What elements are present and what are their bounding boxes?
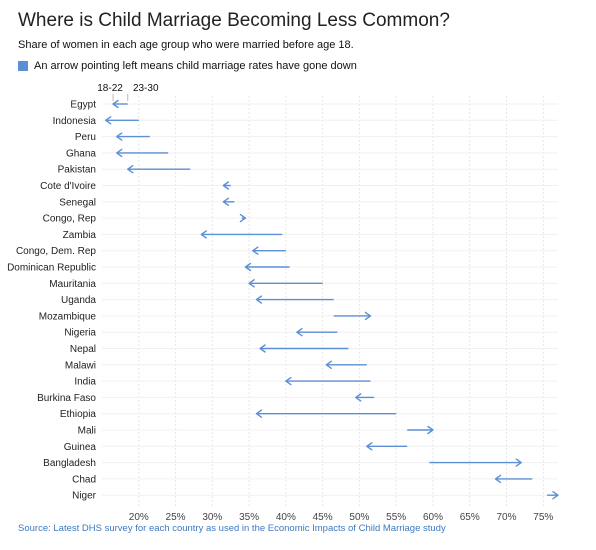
category-label: Nigeria	[64, 328, 96, 339]
arrow-head	[127, 164, 134, 174]
category-label: Peru	[75, 132, 96, 143]
arrow-head	[255, 295, 263, 304]
arrow-head	[355, 393, 362, 402]
category-label: Mali	[78, 426, 96, 437]
category-label: Bangladesh	[43, 458, 96, 469]
arrow-head	[427, 425, 434, 435]
x-tick-label: 55%	[386, 512, 406, 520]
arrow-head	[325, 360, 333, 369]
x-tick-label: 35%	[239, 512, 259, 520]
category-label: Nepal	[70, 344, 96, 355]
category-label: Dominican Republic	[7, 263, 96, 274]
x-tick-label: 25%	[166, 512, 186, 520]
category-label: Egypt	[70, 100, 96, 111]
category-label: Congo, Dem. Rep	[16, 246, 96, 257]
category-label: Mauritania	[49, 279, 96, 290]
arrow-head	[222, 181, 230, 190]
category-label: Chad	[72, 474, 96, 485]
page-subtitle: Share of women in each age group who wer…	[18, 39, 354, 51]
category-label: Senegal	[59, 197, 96, 208]
category-label: Congo, Rep	[43, 214, 97, 225]
x-tick-label: 65%	[460, 512, 480, 520]
category-label: Burkina Faso	[37, 393, 96, 404]
x-tick-label: 20%	[129, 512, 149, 520]
legend-swatch	[18, 61, 28, 71]
annotation-23-30: 23-30	[133, 83, 159, 94]
x-tick-label: 60%	[423, 512, 443, 520]
arrow-head	[494, 474, 502, 484]
x-tick-label: 50%	[349, 512, 369, 520]
category-label: Guinea	[64, 442, 97, 453]
arrow-head	[239, 213, 247, 223]
arrow-head	[296, 328, 303, 337]
arrow-head	[255, 409, 263, 418]
arrow-head	[515, 458, 522, 467]
arrow-head	[116, 148, 123, 158]
x-tick-label: 40%	[276, 512, 296, 520]
source-note: Source: Latest DHS survey for each count…	[18, 523, 446, 534]
category-label: Indonesia	[53, 116, 97, 127]
legend-text: An arrow pointing left means child marri…	[34, 60, 357, 72]
arrow-head	[285, 376, 292, 386]
category-label: Mozambique	[39, 311, 97, 322]
category-label: Uganda	[61, 295, 96, 306]
arrow-head	[116, 132, 123, 141]
legend: An arrow pointing left means child marri…	[18, 59, 357, 73]
arrow-head	[252, 246, 259, 255]
category-label: Zambia	[63, 230, 97, 241]
category-label: Niger	[72, 491, 97, 502]
arrow-head	[552, 491, 559, 500]
arrow-head	[112, 99, 119, 109]
x-tick-label: 45%	[313, 512, 333, 520]
category-label: Ghana	[66, 148, 96, 159]
category-label: Ethiopia	[60, 409, 97, 420]
arrow-head	[222, 197, 230, 207]
arrow-head	[366, 442, 373, 451]
source-link[interactable]: Latest DHS survey for each country as us…	[53, 523, 446, 534]
arrow-chart: 20% 25% 30% 35% 40% 45% 50% 55% 60% 65% 70% 75% 18-2…	[7, 83, 559, 520]
category-label: Malawi	[65, 360, 96, 371]
x-tick-label: 70%	[497, 512, 517, 520]
category-label: Pakistan	[58, 165, 96, 176]
x-tick-label: 75%	[533, 512, 553, 520]
arrow-head	[259, 344, 266, 353]
arrow-head	[364, 311, 372, 321]
arrow-head	[200, 230, 207, 239]
source-label: Source:	[18, 523, 51, 534]
x-tick-label: 30%	[202, 512, 222, 520]
page-title: Where is Child Marriage Becoming Less Co…	[18, 10, 450, 31]
arrow-head	[244, 262, 252, 272]
category-label: Cote d'Ivoire	[40, 181, 96, 192]
arrow-head	[104, 116, 112, 125]
annotation-18-22: 18-22	[97, 83, 123, 94]
category-label: India	[74, 377, 96, 388]
arrow-head	[248, 279, 255, 288]
